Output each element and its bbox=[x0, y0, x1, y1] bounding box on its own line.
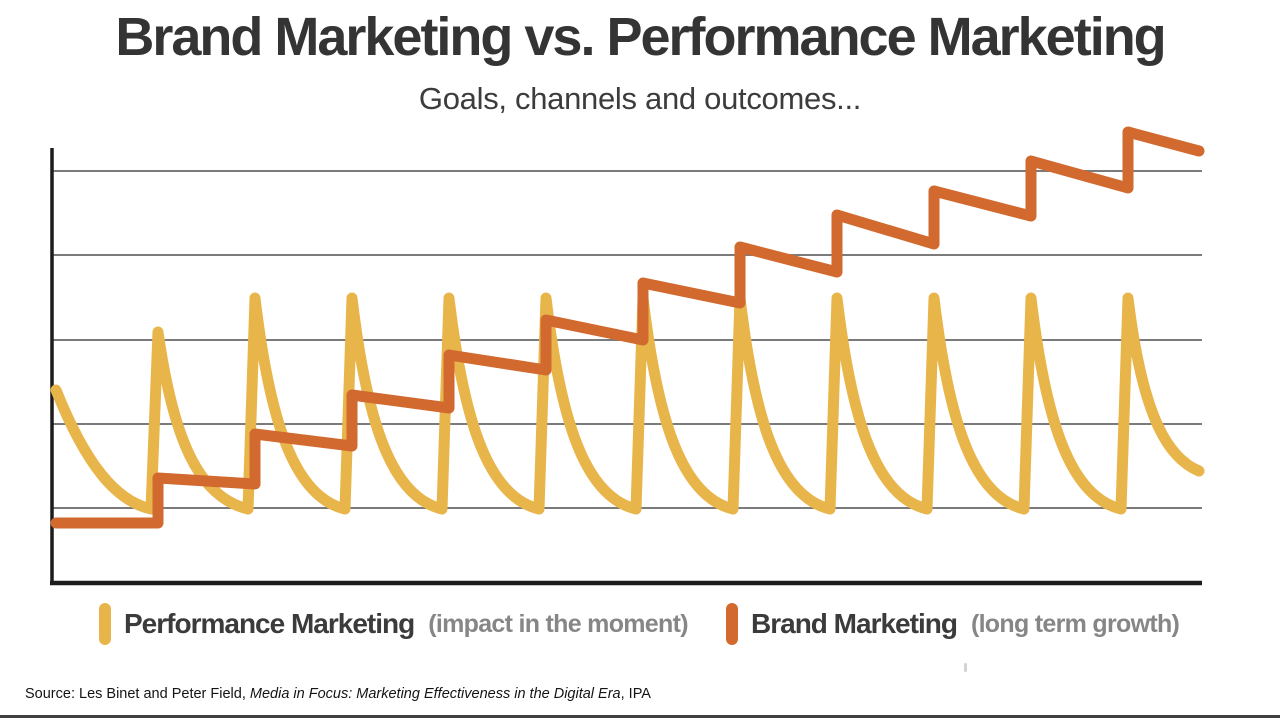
source-suffix: , IPA bbox=[620, 686, 651, 702]
bottom-rule bbox=[0, 715, 1280, 718]
source-line: Source: Les Binet and Peter Field, Media… bbox=[25, 686, 651, 702]
brand-legend-note: (long term growth) bbox=[970, 609, 1180, 638]
brand-legend-label: Brand Marketing bbox=[751, 608, 958, 639]
stray-mark bbox=[964, 663, 967, 672]
page-subtitle: Goals, channels and outcomes... bbox=[418, 81, 862, 116]
source-prefix: Source: Les Binet and Peter Field, bbox=[25, 686, 250, 702]
source-work-title: Media in Focus: Marketing Effectiveness … bbox=[249, 686, 621, 702]
page-title: Brand Marketing vs. Performance Marketin… bbox=[115, 7, 1166, 67]
legend-item-brand: Brand Marketing (long term growth) bbox=[726, 600, 1180, 648]
legend-item-performance: Performance Marketing (impact in the mom… bbox=[99, 600, 689, 648]
performance-legend-label: Performance Marketing bbox=[124, 608, 415, 639]
performance-swatch bbox=[99, 603, 111, 645]
performance-legend-note: (impact in the moment) bbox=[428, 609, 688, 638]
brand-swatch bbox=[726, 603, 738, 645]
